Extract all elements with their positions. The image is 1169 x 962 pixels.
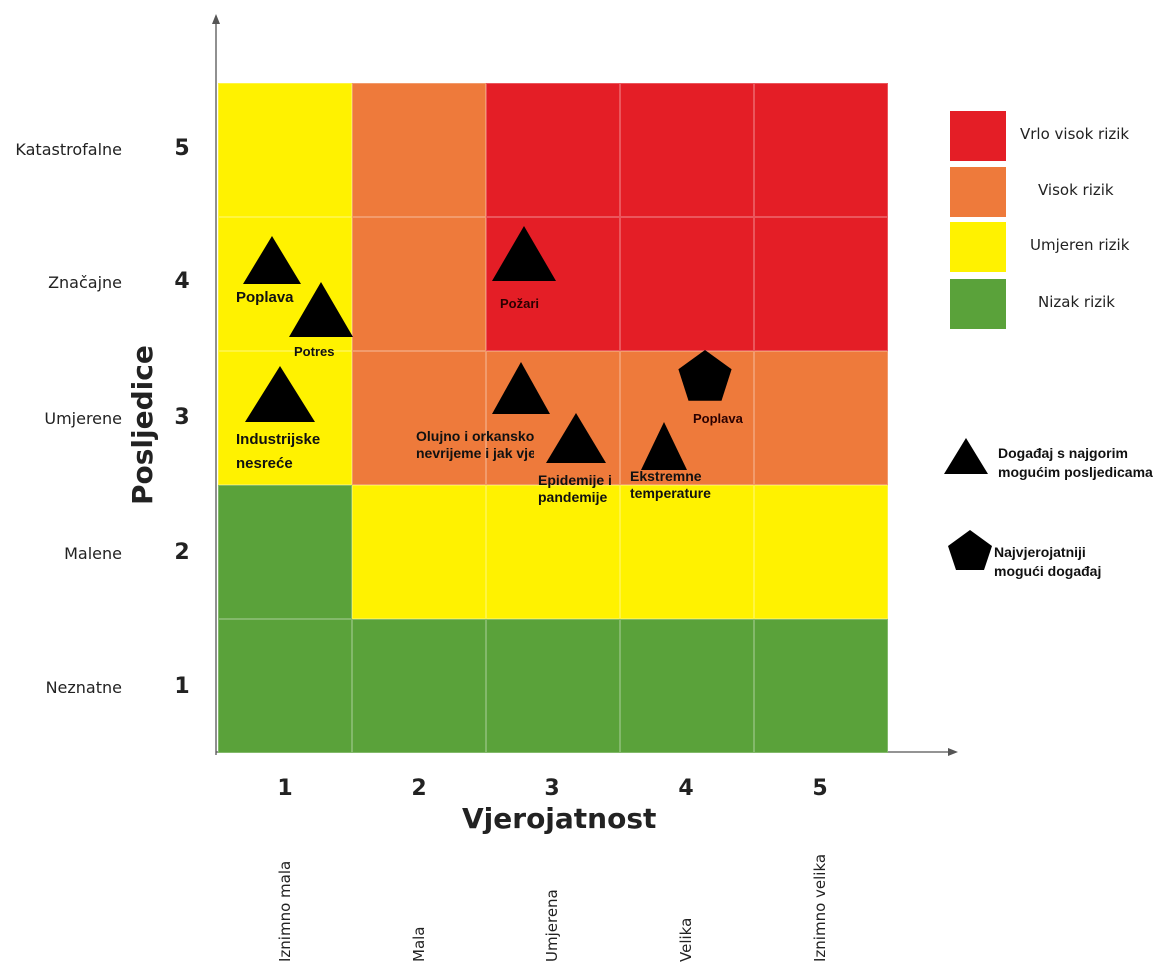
matrix-cell bbox=[486, 217, 620, 351]
legend-triangle-label: Događaj s najgorim mogućim posljedicama bbox=[998, 445, 1153, 480]
legend-label: Vrlo visok rizik bbox=[1020, 125, 1130, 143]
matrix-cell bbox=[486, 619, 620, 753]
matrix-cell bbox=[754, 217, 888, 351]
matrix-cell bbox=[620, 485, 754, 619]
matrix-cell bbox=[352, 351, 486, 485]
matrix-cell bbox=[754, 619, 888, 753]
matrix-cell bbox=[620, 217, 754, 351]
x-axis-arrow-icon bbox=[948, 748, 958, 756]
matrix-cell bbox=[352, 83, 486, 217]
event-label-epidemije: Epidemije i pandemije bbox=[538, 472, 612, 505]
matrix-cell bbox=[218, 83, 352, 217]
x-level-number: 1 bbox=[277, 776, 293, 801]
event-label-poplava-1: Poplava bbox=[236, 289, 294, 306]
matrix-cell bbox=[218, 485, 352, 619]
legend-label: Visok rizik bbox=[1038, 181, 1114, 199]
x-axis-title: Vjerojatnost bbox=[462, 802, 657, 835]
event-pentagon-icon bbox=[678, 350, 732, 401]
matrix-cell bbox=[218, 619, 352, 753]
matrix-cell bbox=[352, 619, 486, 753]
x-level-number: 5 bbox=[812, 776, 828, 801]
matrix-cell bbox=[352, 217, 486, 351]
event-label-ekstremne-temperature: Ekstremne temperature bbox=[630, 468, 711, 501]
legend-swatch bbox=[950, 222, 1006, 272]
event-triangle-icon bbox=[245, 366, 315, 422]
y-level-number: 1 bbox=[174, 674, 190, 699]
event-triangle-icon bbox=[492, 226, 556, 281]
legend-pentagon-icon bbox=[948, 530, 992, 570]
x-level-number: 4 bbox=[678, 776, 694, 801]
event-label-industrijske-nesrece: Industrijske nesreće bbox=[236, 431, 321, 472]
event-label-potres: Potres bbox=[294, 344, 335, 359]
matrix-cell bbox=[754, 83, 888, 217]
y-level-label: Malene bbox=[64, 544, 122, 563]
matrix-cell bbox=[218, 351, 352, 485]
event-triangle-icon bbox=[546, 413, 606, 463]
y-level-number: 4 bbox=[174, 269, 190, 294]
event-triangle-icon bbox=[492, 362, 550, 414]
matrix-cell bbox=[754, 351, 888, 485]
legend-swatch bbox=[950, 111, 1006, 161]
matrix-cell bbox=[620, 83, 754, 217]
y-level-number: 2 bbox=[174, 540, 190, 565]
legend-swatch bbox=[950, 279, 1006, 329]
y-level-label: Neznatne bbox=[45, 678, 122, 697]
y-level-number: 3 bbox=[174, 405, 190, 430]
matrix-cell bbox=[352, 485, 486, 619]
event-label-poplava-2: Poplava bbox=[693, 411, 743, 426]
event-triangle-icon bbox=[641, 422, 687, 470]
matrix-cell bbox=[620, 619, 754, 753]
event-triangle-icon bbox=[289, 282, 353, 337]
legend-triangle-icon bbox=[944, 438, 988, 474]
legend-label: Nizak rizik bbox=[1038, 293, 1115, 311]
event-label-pozari: Požari bbox=[500, 296, 540, 311]
event-triangle-icon bbox=[243, 236, 301, 284]
y-level-number: 5 bbox=[174, 136, 190, 161]
legend-swatch bbox=[950, 167, 1006, 217]
x-level-number: 2 bbox=[411, 776, 427, 801]
legend-pentagon-label: Najvjerojatniji mogući događaj bbox=[994, 544, 1102, 579]
legend-label: Umjeren rizik bbox=[1030, 236, 1130, 254]
matrix-cell bbox=[486, 485, 620, 619]
y-level-label: Značajne bbox=[48, 273, 122, 292]
matrix-cell bbox=[486, 83, 620, 217]
matrix-cell bbox=[754, 485, 888, 619]
x-level-number: 3 bbox=[544, 776, 560, 801]
y-level-label: Katastrofalne bbox=[15, 140, 122, 159]
y-level-label: Umjerene bbox=[44, 409, 122, 428]
y-axis-arrow-icon bbox=[212, 14, 220, 24]
